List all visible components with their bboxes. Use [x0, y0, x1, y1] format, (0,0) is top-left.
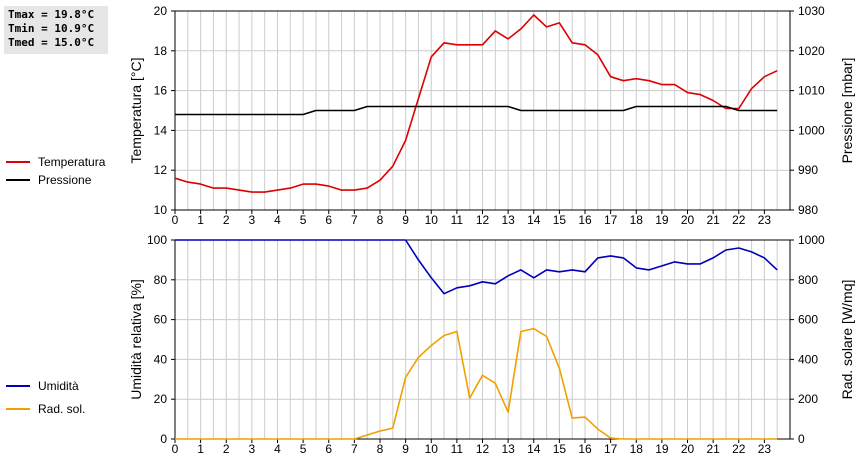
humidity-solar-xtick-label: 5	[300, 442, 307, 456]
humidity-solar-series-1-line	[175, 327, 778, 440]
temp-pressure-xtick-label: 11	[451, 213, 464, 227]
temp-pressure-ytick-label: 14	[154, 123, 168, 137]
temp-pressure-ytick-label: 12	[154, 163, 168, 177]
humidity-solar-ytick-label: 60	[154, 313, 168, 327]
temp-pressure-legend-label-0: Temperatura	[38, 155, 106, 169]
temp-pressure-y2tick-label: 990	[798, 163, 818, 177]
humidity-solar-xtick-label: 21	[706, 442, 720, 456]
humidity-solar-ytick-label: 40	[154, 352, 168, 366]
temp-pressure-y2label: Pressione [mbar]	[839, 58, 855, 164]
humidity-solar-xtick-label: 0	[172, 442, 179, 456]
temp-pressure-xtick-label: 4	[274, 213, 281, 227]
humidity-solar-y2tick-label: 400	[798, 352, 818, 366]
humidity-solar-frame	[174, 239, 791, 440]
humidity-solar-xtick-label: 7	[351, 442, 358, 456]
temp-pressure-y2tick-label: 1030	[798, 4, 825, 18]
temp-pressure-xtick-label: 19	[655, 213, 669, 227]
humidity-solar-series-0-line	[175, 239, 778, 295]
humidity-solar-xtick-label: 18	[630, 442, 644, 456]
temp-pressure-series-1-line	[175, 105, 778, 116]
temp-pressure-xtick-label: 15	[553, 213, 567, 227]
humidity-solar-xtick-label: 23	[758, 442, 772, 456]
humidity-solar-xtick-label: 16	[578, 442, 592, 456]
temp-pressure-xtick-label: 14	[527, 213, 541, 227]
temp-pressure-xtick-label: 18	[630, 213, 644, 227]
humidity-solar-xtick-label: 11	[451, 442, 464, 456]
humidity-solar-legend-label-0: Umidità	[38, 379, 79, 393]
temp-pressure-ytick-label: 20	[154, 4, 168, 18]
humidity-solar-ytick-label: 0	[160, 432, 167, 446]
temp-pressure-xtick-label: 3	[249, 213, 256, 227]
temp-pressure-ytick-label: 18	[154, 44, 168, 58]
humidity-solar-xtick-label: 13	[501, 442, 515, 456]
humidity-solar-legend-label-1: Rad. sol.	[38, 402, 85, 416]
temp-pressure-ytick-label: 10	[154, 203, 168, 217]
humidity-solar-xtick-label: 20	[681, 442, 695, 456]
temp-pressure-xtick-label: 0	[172, 213, 179, 227]
temp-pressure-xtick-label: 16	[578, 213, 592, 227]
temp-pressure-xtick-label: 13	[501, 213, 515, 227]
humidity-solar-y2tick-label: 600	[798, 313, 818, 327]
temp-pressure-xtick-label: 5	[300, 213, 307, 227]
temp-pressure-ylabel: Temperatura [°C]	[128, 58, 144, 164]
humidity-solar-xtick-label: 9	[402, 442, 409, 456]
humidity-solar-xtick-label: 6	[325, 442, 332, 456]
humidity-solar-xtick-label: 8	[377, 442, 384, 456]
temp-pressure-y2tick-label: 1010	[798, 84, 825, 98]
humidity-solar-xtick-label: 22	[732, 442, 746, 456]
humidity-solar-xtick-label: 1	[197, 442, 204, 456]
humidity-solar-xtick-label: 10	[425, 442, 439, 456]
humidity-solar-ytick-label: 100	[147, 233, 167, 247]
temp-pressure-legend-label-1: Pressione	[38, 173, 92, 187]
stats-box: Tmax = 19.8°C Tmin = 10.9°C Tmed = 15.0°…	[4, 6, 108, 54]
temp-pressure-xtick-label: 7	[351, 213, 358, 227]
temp-pressure-xtick-label: 2	[223, 213, 230, 227]
temp-pressure-y2tick-label: 1000	[798, 123, 825, 137]
temp-pressure-xtick-label: 21	[706, 213, 720, 227]
humidity-solar-y2tick-label: 800	[798, 273, 818, 287]
humidity-solar-y2label: Rad. solare [W/mq]	[839, 280, 855, 400]
temp-pressure-xtick-label: 12	[476, 213, 490, 227]
humidity-solar-ylabel: Umidità relativa [%]	[128, 279, 144, 400]
humidity-solar-xtick-label: 4	[274, 442, 281, 456]
temp-pressure-xtick-label: 20	[681, 213, 695, 227]
humidity-solar-y2tick-label: 0	[798, 432, 805, 446]
temp-pressure-xtick-label: 6	[325, 213, 332, 227]
tmax-label: Tmax = 19.8°C	[8, 8, 95, 21]
temp-pressure-series-0-line	[174, 14, 778, 193]
temp-pressure-y2tick-label: 980	[798, 203, 818, 217]
temp-pressure-frame	[174, 10, 791, 211]
temp-pressure-y2tick-label: 1020	[798, 44, 825, 58]
humidity-solar-xtick-label: 19	[655, 442, 669, 456]
humidity-solar-xtick-label: 14	[527, 442, 541, 456]
tmed-label: Tmed = 15.0°C	[8, 36, 95, 49]
humidity-solar-y2tick-label: 200	[798, 392, 818, 406]
humidity-solar-xtick-label: 2	[223, 442, 230, 456]
humidity-solar-y2tick-label: 1000	[798, 233, 825, 247]
humidity-solar-xtick-label: 3	[249, 442, 256, 456]
temp-pressure-xtick-label: 17	[604, 213, 618, 227]
temp-pressure-xtick-label: 23	[758, 213, 772, 227]
temp-pressure-xtick-label: 10	[425, 213, 439, 227]
temp-pressure-xtick-label: 22	[732, 213, 746, 227]
tmin-label: Tmin = 10.9°C	[8, 22, 95, 35]
humidity-solar-xtick-label: 15	[553, 442, 567, 456]
humidity-solar-xtick-label: 17	[604, 442, 618, 456]
temp-pressure-xtick-label: 8	[377, 213, 384, 227]
temp-pressure-ytick-label: 16	[154, 84, 168, 98]
temp-pressure-xtick-label: 9	[402, 213, 409, 227]
humidity-solar-ytick-label: 80	[154, 273, 168, 287]
temp-pressure-xtick-label: 1	[197, 213, 204, 227]
humidity-solar-xtick-label: 12	[476, 442, 490, 456]
humidity-solar-ytick-label: 20	[154, 392, 168, 406]
